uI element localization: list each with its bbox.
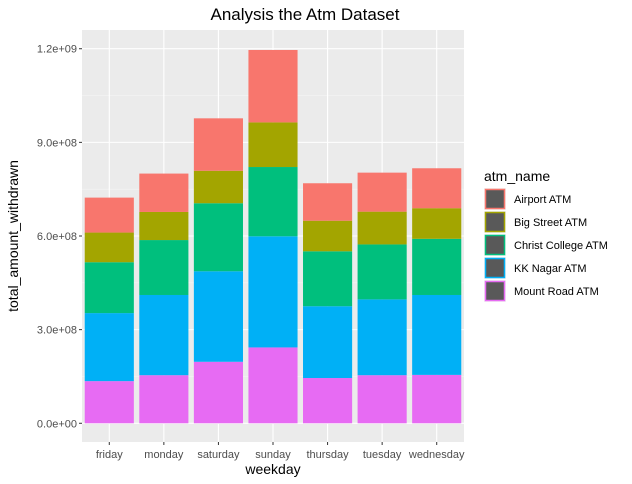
bar-segment-sunday-mount-road-atm bbox=[248, 347, 298, 424]
y-tick-label: 3.0e+08 bbox=[37, 325, 77, 337]
bar-segment-monday-kk-nagar-atm bbox=[139, 294, 189, 376]
chart-title: Analysis the Atm Dataset bbox=[211, 5, 400, 24]
bar-segment-tuesday-mount-road-atm bbox=[357, 375, 407, 424]
y-axis: 0.0e+00 3.0e+08 6.0e+08 9.0e+08 1.2e+09 bbox=[37, 44, 82, 430]
bar-segment-saturday-christ-college-atm bbox=[193, 203, 243, 272]
bar-segment-friday-christ-college-atm bbox=[84, 262, 134, 314]
bar-segment-friday-big-street-atm bbox=[84, 232, 134, 263]
bar-segment-sunday-kk-nagar-atm bbox=[248, 236, 298, 348]
bar-segment-wednesday-mount-road-atm bbox=[412, 374, 462, 424]
bar-segment-thursday-kk-nagar-atm bbox=[303, 306, 353, 379]
legend-title: atm_name bbox=[484, 168, 550, 184]
bar-segment-friday-airport-atm bbox=[84, 197, 134, 233]
bar-segment-saturday-mount-road-atm bbox=[193, 361, 243, 424]
bar-segment-friday-kk-nagar-atm bbox=[84, 313, 134, 382]
bar-segment-wednesday-kk-nagar-atm bbox=[412, 294, 462, 375]
bar-segment-saturday-big-street-atm bbox=[193, 170, 243, 204]
legend-label-kk-nagar-atm: KK Nagar ATM bbox=[514, 263, 587, 275]
y-tick-label: 6.0e+08 bbox=[37, 231, 77, 243]
x-tick-label: sunday bbox=[255, 449, 291, 461]
legend: atm_name Airport ATM Big Street ATM Christ… bbox=[484, 168, 608, 302]
x-tick-label: monday bbox=[144, 449, 184, 461]
bar-segment-monday-big-street-atm bbox=[139, 211, 189, 241]
x-tick-label: friday bbox=[96, 449, 123, 461]
x-tick-label: thursday bbox=[306, 449, 349, 461]
y-tick-label: 1.2e+09 bbox=[37, 44, 77, 56]
x-axis-title: weekday bbox=[244, 461, 300, 477]
bar-segment-tuesday-christ-college-atm bbox=[357, 244, 407, 300]
y-tick-label: 0.0e+00 bbox=[37, 418, 77, 430]
bar-segment-monday-christ-college-atm bbox=[139, 240, 189, 295]
y-axis-title: total_amount_withdrawn bbox=[5, 160, 21, 312]
bar-segment-monday-mount-road-atm bbox=[139, 375, 189, 424]
bar-segment-tuesday-kk-nagar-atm bbox=[357, 299, 407, 376]
legend-label-airport-atm: Airport ATM bbox=[514, 194, 571, 206]
bar-segment-friday-mount-road-atm bbox=[84, 381, 134, 424]
bar-segment-thursday-big-street-atm bbox=[303, 220, 353, 252]
bar-segment-tuesday-big-street-atm bbox=[357, 211, 407, 245]
bar-segment-wednesday-big-street-atm bbox=[412, 208, 462, 239]
legend-swatch-kk-nagar-atm bbox=[484, 257, 506, 279]
x-tick-label: saturday bbox=[197, 449, 240, 461]
legend-label-big-street-atm: Big Street ATM bbox=[514, 217, 587, 229]
bar-segment-thursday-mount-road-atm bbox=[303, 378, 353, 424]
legend-swatch-airport-atm bbox=[484, 188, 506, 210]
bar-segment-thursday-christ-college-atm bbox=[303, 251, 353, 307]
x-tick-label: tuesday bbox=[363, 449, 402, 461]
x-axis: friday monday saturday sunday thursday tuesda… bbox=[96, 442, 465, 461]
legend-label-mount-road-atm: Mount Road ATM bbox=[514, 286, 599, 298]
bars-layer bbox=[84, 49, 462, 424]
bar-segment-saturday-kk-nagar-atm bbox=[193, 271, 243, 362]
x-tick-label: wednesday bbox=[408, 449, 465, 461]
legend-swatch-mount-road-atm bbox=[484, 280, 506, 302]
bar-segment-monday-airport-atm bbox=[139, 173, 189, 212]
bar-segment-sunday-big-street-atm bbox=[248, 122, 298, 168]
bar-segment-wednesday-christ-college-atm bbox=[412, 238, 462, 295]
y-tick-label: 9.0e+08 bbox=[37, 137, 77, 149]
bar-segment-sunday-christ-college-atm bbox=[248, 167, 298, 237]
bar-segment-saturday-airport-atm bbox=[193, 118, 243, 171]
bar-segment-tuesday-airport-atm bbox=[357, 172, 407, 212]
bar-segment-sunday-airport-atm bbox=[248, 49, 298, 123]
legend-swatch-christ-college-atm bbox=[484, 234, 506, 256]
bar-segment-wednesday-airport-atm bbox=[412, 168, 462, 209]
bar-segment-thursday-airport-atm bbox=[303, 183, 353, 221]
legend-swatch-big-street-atm bbox=[484, 211, 506, 233]
legend-label-christ-college-atm: Christ College ATM bbox=[514, 240, 608, 252]
